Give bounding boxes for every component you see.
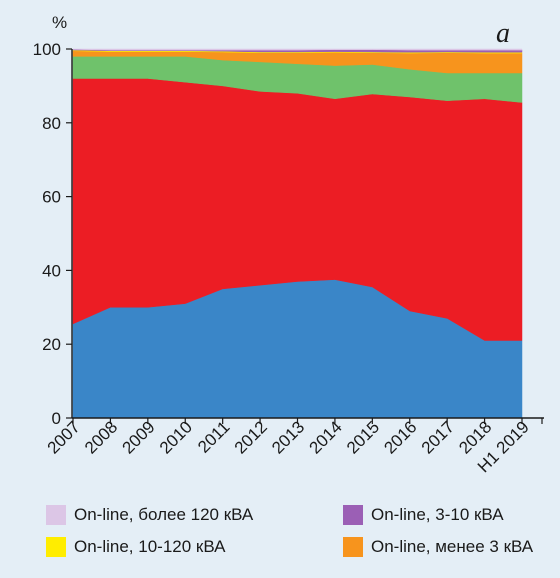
x-tick-label: 2009	[118, 417, 158, 457]
legend-item: On-line, менее 3 кВА	[343, 537, 533, 557]
x-tick-label: 2013	[268, 417, 308, 457]
x-tick-label: 2012	[231, 417, 271, 457]
legend-swatch	[343, 537, 363, 557]
legend-label: On-line, 3-10 кВА	[371, 505, 504, 524]
x-tick-label: 2016	[380, 417, 420, 457]
x-tick-label: 2008	[81, 417, 121, 457]
y-axis-unit-label: %	[52, 13, 67, 32]
y-tick-label: 20	[42, 335, 61, 354]
y-tick-label: 60	[42, 188, 61, 207]
legend-label: On-line, более 120 кВА	[74, 505, 254, 524]
x-tick-label: 2017	[418, 417, 458, 457]
x-tick-label: 2015	[343, 417, 383, 457]
legend-swatch	[46, 505, 66, 525]
y-tick-label: 100	[33, 40, 61, 59]
x-tick-label: 2014	[306, 417, 346, 457]
y-tick-label: 40	[42, 261, 61, 280]
legend-swatch	[343, 505, 363, 525]
x-tick-label: 2010	[156, 417, 196, 457]
area-series-group	[72, 48, 523, 419]
legend-item: On-line, 10-120 кВА	[46, 537, 225, 557]
legend: On-line, более 120 кВА On-line, 3-10 кВА…	[0, 497, 560, 578]
legend-swatch	[46, 537, 66, 557]
legend-label: On-line, 10-120 кВА	[74, 537, 226, 556]
legend-item: On-line, 3-10 кВА	[343, 505, 504, 525]
y-tick-label: 0	[52, 409, 61, 428]
chart: 0 20 40 60 80 100 2007200820092010201120122013…	[33, 13, 544, 476]
x-tick-label: 2007	[44, 417, 84, 457]
x-tick-label: 2011	[194, 417, 233, 456]
legend-label: On-line, менее 3 кВА	[371, 537, 534, 556]
area-series-7	[72, 48, 523, 51]
y-tick-label: 80	[42, 114, 61, 133]
panel-label: а	[496, 18, 510, 49]
legend-item: On-line, более 120 кВА	[46, 505, 253, 525]
